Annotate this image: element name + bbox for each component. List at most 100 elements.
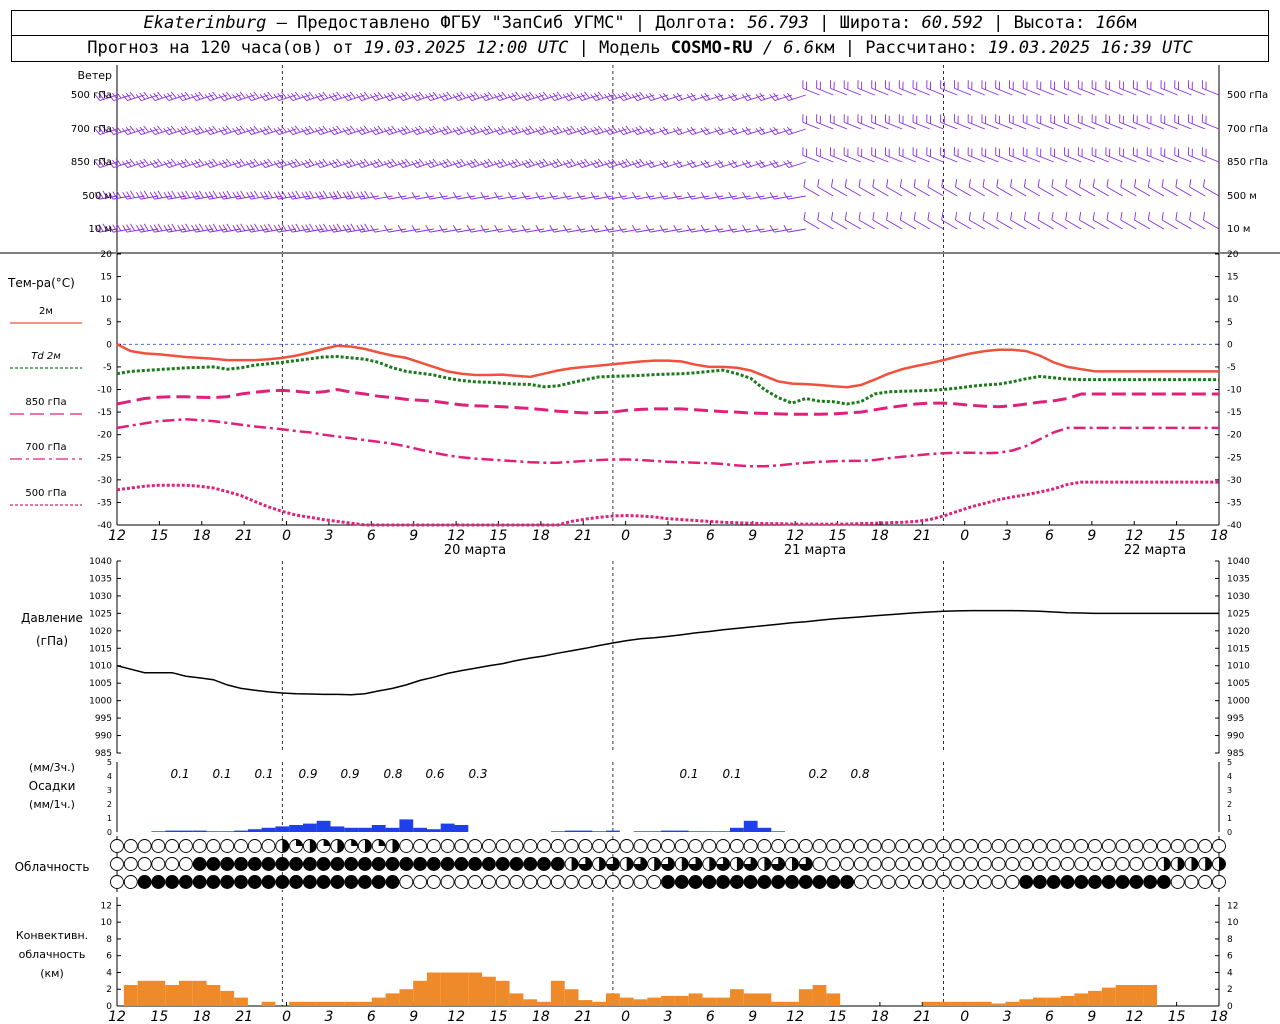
wind-barb-flag xyxy=(773,92,779,100)
wind-barb-shaft xyxy=(1009,121,1027,130)
wind-barb-flag xyxy=(363,158,370,166)
wind-barb-flag xyxy=(115,91,122,99)
wind-barb-shaft xyxy=(374,195,393,200)
wind-barb-flag xyxy=(177,94,183,101)
conv-tick-label-left: 12 xyxy=(101,901,112,911)
wind-barb-flag xyxy=(529,91,535,99)
cloud-cover-circle xyxy=(1088,857,1102,871)
wind-barb-flag xyxy=(507,192,513,200)
conv-cloud-bar xyxy=(619,997,634,1006)
precip-bar xyxy=(413,827,427,832)
wind-barb-shaft xyxy=(1036,154,1054,163)
wind-barb-flag xyxy=(635,92,642,100)
wind-barb-flag xyxy=(157,223,163,231)
wind-barb-flag xyxy=(438,94,445,101)
wind-barb-flag xyxy=(700,225,706,233)
precip-bar xyxy=(757,827,772,832)
alt-label: | Высота: xyxy=(982,13,1096,33)
cloud-cover-circle xyxy=(867,857,882,871)
wind-barb-flag xyxy=(387,92,394,100)
cloud-cover-circle xyxy=(1074,857,1089,871)
wind-barb-flag xyxy=(858,179,861,188)
wind-barb-shaft xyxy=(1175,186,1192,197)
wind-barb-flag xyxy=(470,126,476,134)
wind-barb-flag xyxy=(236,191,242,199)
wind-barb-flag xyxy=(222,126,228,134)
wind-barb-flag xyxy=(294,91,301,99)
cloud-cover-fill xyxy=(730,875,744,889)
wind-barb-flag xyxy=(501,158,508,166)
wind-barb-flag xyxy=(177,128,183,135)
wind-barb-flag xyxy=(466,128,473,135)
wind-barb-flag xyxy=(899,212,903,221)
precip-bar xyxy=(289,825,303,832)
precip-bar xyxy=(151,831,166,832)
temp-tick-label-left: 20 xyxy=(101,250,113,260)
wind-barb-flag xyxy=(287,192,293,200)
conv-title-2: облачность xyxy=(19,948,86,961)
wind-barb-flag xyxy=(501,125,508,133)
precip-bar xyxy=(179,830,193,832)
wind-barb-flag xyxy=(346,224,352,232)
wind-barb-flag xyxy=(442,126,449,134)
cloud-cover-fill xyxy=(510,857,523,871)
conv-cloud-bar xyxy=(1143,985,1157,1006)
wind-barb-flag xyxy=(446,91,453,99)
wind-barb-flag xyxy=(604,128,610,135)
wind-barb-shaft xyxy=(1161,186,1178,197)
wind-barb-shaft xyxy=(691,228,710,233)
wind-barb-flag xyxy=(218,94,225,101)
wind-barb-flag xyxy=(442,92,449,100)
wind-barb-shaft xyxy=(969,219,986,230)
wind-barb-shaft xyxy=(1203,186,1220,197)
wind-barb-flag xyxy=(425,225,431,233)
conv-cloud-bar xyxy=(454,972,469,1006)
wind-barb-flag xyxy=(273,192,279,200)
wind-barb-flag xyxy=(501,91,508,99)
wind-barb-shaft xyxy=(857,87,875,96)
wind-barb-shaft xyxy=(1133,87,1151,96)
wind-barb-flag xyxy=(470,92,476,100)
cloud-cover-fill xyxy=(372,875,386,889)
wind-barb-shaft xyxy=(1037,219,1054,230)
wind-barb-flag xyxy=(126,191,132,199)
wind-barb-shaft xyxy=(347,228,366,233)
wind-barb-flag xyxy=(941,179,944,188)
conv-cloud-bar xyxy=(344,1001,359,1006)
cloud-cover-circle xyxy=(964,839,978,853)
cloud-cover-circle xyxy=(785,839,799,853)
conv-cloud-bar xyxy=(647,997,662,1006)
wind-barb-shaft xyxy=(705,228,724,233)
wind-barb-flag xyxy=(1175,179,1178,188)
wind-barb-flag xyxy=(759,92,766,100)
wind-barb-flag xyxy=(239,125,246,133)
wind-barb-flag xyxy=(487,125,494,133)
wind-barb-shaft xyxy=(843,154,862,163)
wind-barb-shaft xyxy=(1202,154,1220,163)
wind-barb-shaft xyxy=(663,228,682,233)
model-name: COSMO-RU xyxy=(670,38,753,58)
precip-bar xyxy=(550,831,565,832)
wind-barb-flag xyxy=(844,212,847,221)
cloud-cover-fill xyxy=(399,857,413,871)
cloud-cover-fill xyxy=(634,857,647,871)
cloud-cover-circle xyxy=(261,839,276,853)
wind-barb-flag xyxy=(635,126,642,134)
wind-barb-flag xyxy=(135,94,142,101)
precip-tick-label-right: 0 xyxy=(1227,828,1232,837)
wind-barb-shaft xyxy=(443,228,462,233)
wind-barb-flag xyxy=(359,126,366,134)
wind-barb-flag xyxy=(872,212,875,221)
wind-barb-flag xyxy=(659,128,666,135)
cloud-cover-fill xyxy=(771,875,785,889)
cloud-cover-circle xyxy=(206,839,221,853)
wind-barb-flag xyxy=(232,128,238,135)
wind-barb-flag xyxy=(342,161,349,168)
cloud-cover-circle xyxy=(1032,857,1047,871)
wind-barb-shaft xyxy=(1119,154,1137,163)
cloud-cover-fill xyxy=(372,857,386,871)
wind-barb-flag xyxy=(676,126,683,134)
cloud-cover-fill xyxy=(1177,857,1185,871)
wind-barb-flag xyxy=(607,126,614,134)
